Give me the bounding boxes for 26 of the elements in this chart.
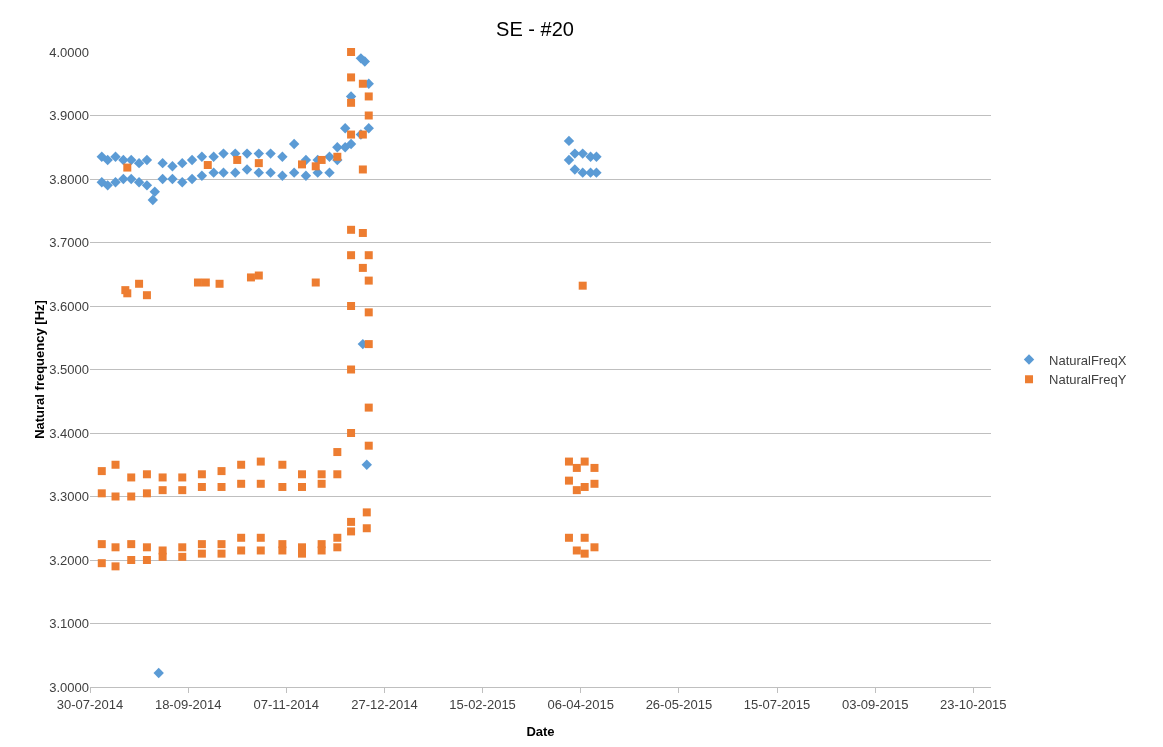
y-tick-label: 3.5000 [49, 362, 89, 378]
y-tick-label: 3.0000 [49, 679, 89, 695]
x-tick-label: 30-07-2014 [56, 696, 124, 712]
legend-label: NaturalFreqY [1049, 372, 1127, 388]
x-tick-label: 23-10-2015 [940, 696, 1007, 712]
x-tick-label: 26-05-2015 [645, 696, 713, 712]
y-tick-label: 3.9000 [49, 108, 89, 124]
x-tick-label: 27-12-2014 [351, 696, 418, 712]
x-tick-label: 06-04-2015 [547, 696, 614, 712]
x-tick-label: 15-07-2015 [743, 696, 811, 712]
x-tick-label: 15-02-2015 [449, 696, 516, 712]
chart-title: SE - #20 [496, 18, 574, 41]
y-tick-label: 3.7000 [49, 235, 89, 251]
y-tick-label: 4.0000 [49, 44, 89, 60]
y-tick-label: 3.8000 [49, 171, 89, 187]
x-tick-label: 18-09-2014 [154, 696, 222, 712]
y-tick-label: 3.6000 [49, 298, 89, 314]
legend-label: NaturalFreqX [1049, 352, 1127, 368]
y-tick-label: 3.2000 [49, 552, 89, 568]
y-axis-title: Natural frequency [Hz] [32, 300, 48, 439]
x-tick-label: 07-11-2014 [253, 696, 320, 712]
y-tick-label: 3.3000 [49, 489, 89, 505]
y-tick-label: 3.1000 [49, 616, 89, 632]
x-axis-title: Date [526, 724, 555, 739]
x-tick-label: 03-09-2015 [841, 696, 909, 712]
y-tick-label: 3.4000 [49, 425, 89, 441]
